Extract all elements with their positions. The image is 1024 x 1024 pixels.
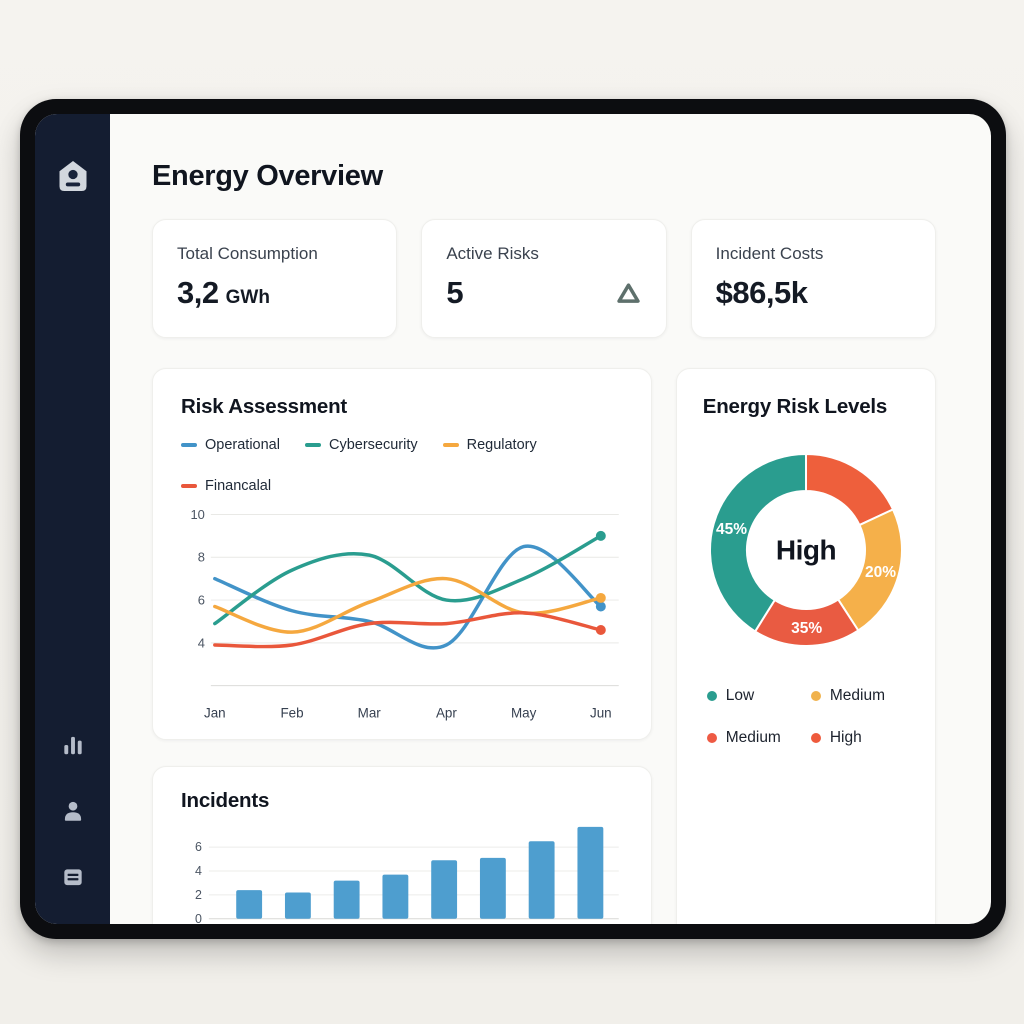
svg-text:0: 0 bbox=[195, 912, 202, 924]
legend-label: Low bbox=[725, 687, 755, 704]
sidebar-item-analytics[interactable] bbox=[60, 732, 86, 758]
dashboard-grid: Risk Assessment Operational Cybersecurity… bbox=[152, 368, 936, 924]
incident-bar-5 bbox=[431, 860, 458, 919]
stat-label: Incident Costs bbox=[715, 244, 824, 263]
donut-legend-item-medium[interactable]: Medium bbox=[810, 687, 905, 705]
tablet-frame: Energy Overview Total Consumption 3,2 GW… bbox=[20, 99, 1006, 939]
svg-text:Mar: Mar bbox=[358, 705, 382, 720]
legend-item-operational[interactable]: Operational bbox=[181, 437, 280, 453]
donut-slice-high bbox=[804, 453, 894, 527]
user-icon bbox=[64, 801, 81, 821]
legend-swatch bbox=[442, 442, 459, 448]
donut-slice-label: 45% bbox=[716, 521, 747, 538]
svg-text:May: May bbox=[511, 705, 537, 720]
donut-slice-low bbox=[708, 453, 807, 633]
svg-text:Jan: Jan bbox=[204, 705, 226, 720]
bar-chart-icon bbox=[63, 736, 82, 755]
line-endpoint-operational bbox=[595, 601, 606, 612]
stat-label: Total Consumption bbox=[177, 244, 318, 263]
stat-number: 3,2 bbox=[177, 275, 219, 310]
legend-dot bbox=[706, 733, 717, 743]
legend-dot bbox=[810, 733, 821, 743]
legend-label: Operational bbox=[205, 437, 280, 453]
stats-row: Total Consumption 3,2 GWh Active Risks 5 bbox=[152, 219, 936, 338]
document-icon bbox=[63, 869, 82, 886]
sidebar-item-reports[interactable] bbox=[60, 864, 86, 890]
legend-item-financalal[interactable]: Financalal bbox=[181, 478, 271, 494]
warning-triangle-icon bbox=[615, 280, 642, 307]
risk-assessment-card: Risk Assessment Operational Cybersecurity… bbox=[152, 368, 652, 740]
incident-bar-7 bbox=[528, 841, 555, 919]
svg-text:Feb: Feb bbox=[280, 705, 303, 720]
line-endpoint-cybersecurity bbox=[595, 530, 606, 541]
incidents-card: Incidents 0 2 4 6 bbox=[152, 766, 652, 924]
svg-text:6: 6 bbox=[195, 840, 202, 854]
legend-item-cybersecurity[interactable]: Cybersecurity bbox=[304, 437, 418, 453]
svg-text:8: 8 bbox=[198, 550, 205, 565]
sidebar-item-profile[interactable] bbox=[60, 798, 86, 824]
svg-text:4: 4 bbox=[198, 635, 205, 650]
incident-bar-4 bbox=[382, 874, 409, 919]
stat-label: Active Risks bbox=[446, 244, 539, 263]
svg-text:Jun: Jun bbox=[590, 705, 612, 720]
legend-dot bbox=[706, 691, 717, 701]
line-chart-legend: Operational Cybersecurity Regulatory Financ… bbox=[181, 437, 623, 494]
stat-card-active-risks: Active Risks 5 bbox=[421, 219, 667, 338]
donut-legend-item-high[interactable]: High bbox=[810, 729, 905, 747]
line-series-operational bbox=[213, 544, 603, 650]
energy-risk-levels-card: Energy Risk Levels 20% 35% 45% High Low Medi… bbox=[675, 368, 936, 924]
line-series-cybersecurity bbox=[213, 534, 603, 626]
page-title: Energy Overview bbox=[152, 160, 383, 192]
donut-slice-label: 20% bbox=[865, 564, 896, 581]
sidebar-nav bbox=[60, 732, 86, 890]
legend-swatch bbox=[304, 442, 321, 448]
donut-chart: 20% 35% 45% High bbox=[708, 453, 903, 647]
legend-label: Medium bbox=[829, 687, 885, 704]
svg-text:Apr: Apr bbox=[436, 705, 457, 720]
legend-label: Medium bbox=[725, 729, 781, 746]
stat-unit: GWh bbox=[225, 287, 270, 308]
incident-bar-3 bbox=[333, 880, 360, 919]
bar-chart: 0 2 4 6 bbox=[195, 826, 619, 924]
svg-text:4: 4 bbox=[195, 864, 202, 878]
incident-bar-1 bbox=[236, 890, 263, 919]
app-logo-icon[interactable] bbox=[55, 158, 91, 194]
sidebar bbox=[35, 114, 110, 924]
donut-legend-item-medium[interactable]: Medium bbox=[706, 729, 801, 747]
incident-bar-8 bbox=[577, 826, 604, 919]
app-window: Energy Overview Total Consumption 3,2 GW… bbox=[35, 114, 991, 924]
line-chart: 10 8 6 4 Jan Feb Mar Apr May Jun bbox=[191, 507, 619, 720]
incident-bar-2 bbox=[284, 892, 311, 919]
stat-card-total-consumption: Total Consumption 3,2 GWh bbox=[152, 219, 398, 338]
stat-card-incident-costs: Incident Costs $86,5k bbox=[690, 219, 936, 338]
legend-dot bbox=[810, 691, 821, 701]
main-content: Energy Overview Total Consumption 3,2 GW… bbox=[110, 114, 991, 924]
donut-center-label: High bbox=[776, 535, 836, 566]
legend-label: Cybersecurity bbox=[328, 437, 418, 453]
legend-swatch bbox=[181, 442, 197, 448]
badge-logo-icon bbox=[59, 161, 86, 191]
svg-text:2: 2 bbox=[195, 888, 202, 902]
stat-value: $86,5k bbox=[715, 275, 808, 310]
legend-item-regulatory[interactable]: Regulatory bbox=[442, 437, 537, 453]
line-endpoint-regulatory bbox=[595, 592, 606, 603]
stat-value: 5 bbox=[446, 275, 464, 310]
line-endpoint-financalal bbox=[595, 625, 606, 635]
donut-legend: Low Medium Medium High bbox=[703, 687, 909, 747]
legend-label: Financalal bbox=[205, 478, 272, 494]
svg-text:6: 6 bbox=[198, 593, 205, 608]
line-series-financalal bbox=[213, 611, 603, 649]
card-title: Risk Assessment bbox=[181, 395, 348, 418]
svg-text:10: 10 bbox=[191, 507, 205, 522]
incident-bar-6 bbox=[479, 857, 506, 919]
legend-label: Regulatory bbox=[466, 437, 537, 453]
donut-slice-label: 35% bbox=[791, 620, 822, 637]
legend-label: High bbox=[829, 729, 862, 746]
card-title: Energy Risk Levels bbox=[702, 395, 888, 418]
card-title: Incidents bbox=[181, 789, 270, 812]
stat-value: 3,2 GWh bbox=[177, 275, 270, 311]
legend-swatch bbox=[181, 483, 197, 489]
donut-legend-item-low[interactable]: Low bbox=[706, 687, 801, 705]
